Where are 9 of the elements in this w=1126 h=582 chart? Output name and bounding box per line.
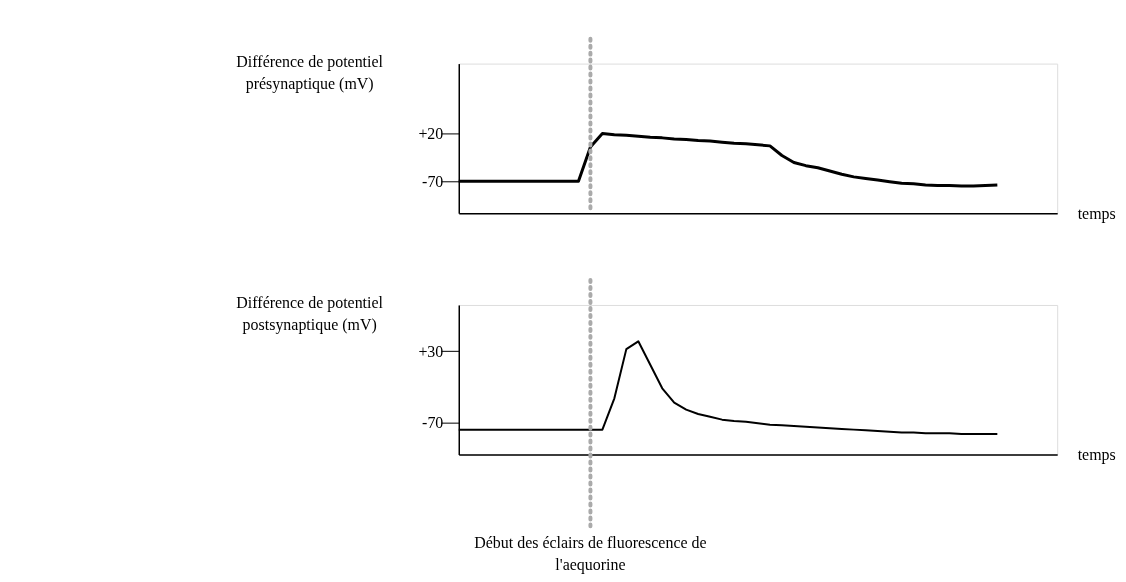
y-tick-label: +20 — [418, 124, 444, 142]
x-axis-title: temps — [1077, 204, 1116, 223]
y-tick-label: -70 — [422, 172, 444, 190]
x-axis-title: temps — [1077, 446, 1116, 465]
text: Début des éclairs de fluorescence de l'aequorine — [474, 534, 707, 575]
y-axis-title: Différence de potentiel postsynaptique (mV) — [236, 294, 384, 335]
y-tick-label: +30 — [418, 342, 444, 360]
y-tick-label: -70 — [422, 413, 444, 431]
y-axis-title: Différence de potentiel présynaptique (mV) — [236, 53, 384, 94]
